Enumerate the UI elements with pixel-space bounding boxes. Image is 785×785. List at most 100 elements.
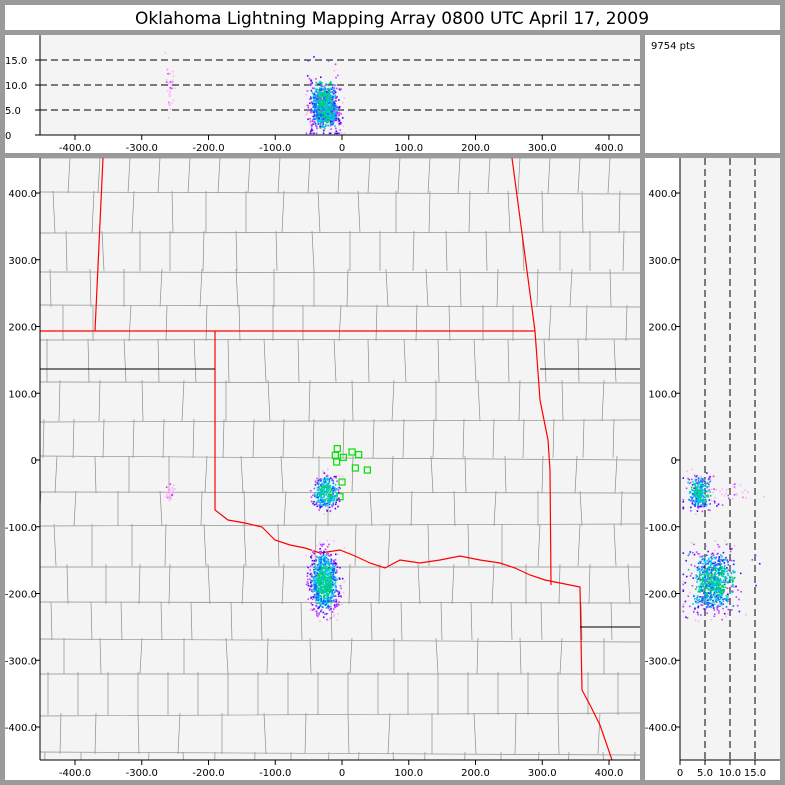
lightning-source: [307, 118, 309, 121]
lightning-source: [727, 613, 729, 615]
lightning-source: [698, 585, 700, 588]
lightning-source: [331, 110, 333, 113]
lightning-source: [317, 569, 319, 571]
lightning-source: [315, 101, 317, 104]
lightning-source: [168, 95, 171, 98]
lightning-source: [714, 563, 717, 566]
lightning-source: [313, 583, 316, 586]
lightning-source: [318, 591, 321, 594]
lightning-source: [310, 579, 313, 582]
lightning-source: [317, 564, 319, 566]
lightning-source: [317, 582, 319, 585]
lightning-source: [332, 122, 334, 125]
lightning-source: [318, 504, 320, 506]
lightning-source: [700, 569, 703, 571]
lightning-source: [699, 487, 702, 490]
lightning-source: [716, 607, 718, 610]
lightning-source: [322, 132, 325, 135]
x-tick-label: 100.0: [394, 768, 423, 779]
lightning-source: [167, 82, 170, 85]
lightning-source: [320, 583, 322, 586]
lightning-source: [319, 573, 322, 575]
lightning-source: [343, 132, 346, 135]
lightning-source: [312, 590, 314, 593]
lightning-source: [715, 580, 718, 583]
lightning-source: [318, 112, 321, 115]
lightning-source: [322, 481, 325, 483]
lightning-source: [717, 546, 720, 549]
lightning-source: [317, 97, 320, 100]
lightning-source: [695, 493, 697, 495]
lightning-source: [169, 495, 171, 497]
lightning-source: [328, 101, 331, 104]
lightning-source: [315, 614, 318, 616]
lightning-source: [696, 578, 699, 581]
lightning-source: [171, 487, 173, 489]
lightning-source: [701, 500, 703, 503]
lightning-source: [325, 91, 328, 93]
lightning-source: [317, 593, 320, 596]
lightning-source: [334, 97, 337, 100]
lightning-source: [321, 606, 324, 608]
lightning-source: [332, 584, 335, 587]
lightning-source: [332, 573, 335, 576]
lightning-source: [313, 562, 315, 565]
lightning-source: [310, 89, 313, 92]
lightning-source: [682, 499, 685, 501]
lightning-source: [333, 104, 336, 106]
lightning-source: [698, 505, 701, 508]
lightning-source: [329, 578, 332, 580]
lightning-source: [330, 497, 333, 500]
lightning-source: [692, 493, 694, 495]
lightning-source: [327, 558, 330, 561]
lightning-source: [329, 94, 331, 96]
lightning-source: [327, 596, 329, 598]
lightning-source: [332, 106, 334, 109]
figure-title: Oklahoma Lightning Mapping Array 0800 UT…: [135, 9, 649, 29]
lightning-source: [336, 95, 338, 98]
plan-lightning-points: [164, 468, 346, 623]
lightning-source: [719, 567, 722, 569]
lightning-source: [316, 108, 318, 111]
lightning-source: [325, 560, 328, 563]
lightning-source: [334, 63, 337, 66]
lightning-source: [689, 481, 692, 484]
lightning-source: [338, 120, 341, 122]
lightning-source: [326, 584, 329, 587]
lightning-source: [307, 598, 310, 601]
lightning-source: [723, 558, 725, 561]
lightning-source: [310, 79, 312, 82]
lightning-source: [317, 479, 320, 482]
lightning-source: [691, 584, 694, 587]
lightning-source: [324, 560, 327, 562]
lightning-source: [309, 588, 311, 590]
lightning-source: [330, 83, 332, 86]
lightning-source: [700, 582, 703, 585]
lightning-source: [315, 577, 317, 580]
lightning-source: [316, 501, 318, 503]
lightning-source: [704, 562, 707, 565]
lightning-source: [327, 583, 329, 586]
lightning-source: [319, 107, 321, 110]
lightning-source: [316, 486, 319, 489]
lightning-source: [320, 494, 322, 497]
lightning-source: [335, 477, 337, 479]
lightning-source: [338, 499, 341, 501]
lightning-source: [312, 111, 315, 113]
lightning-source: [326, 106, 329, 109]
lightning-source: [324, 588, 327, 591]
lightning-source: [334, 507, 337, 510]
y-tick-label: -300.0: [5, 656, 37, 667]
lightning-source: [718, 612, 720, 614]
lightning-source: [338, 123, 341, 126]
lightning-source: [317, 122, 319, 124]
lightning-source: [324, 591, 327, 593]
lightning-source: [314, 580, 316, 583]
lightning-source: [331, 97, 334, 100]
lightning-source: [319, 501, 321, 503]
lightning-source: [720, 567, 722, 570]
lightning-source: [326, 569, 329, 572]
lightning-source: [327, 60, 330, 62]
lightning-source: [318, 541, 321, 544]
lightning-source: [716, 583, 719, 586]
